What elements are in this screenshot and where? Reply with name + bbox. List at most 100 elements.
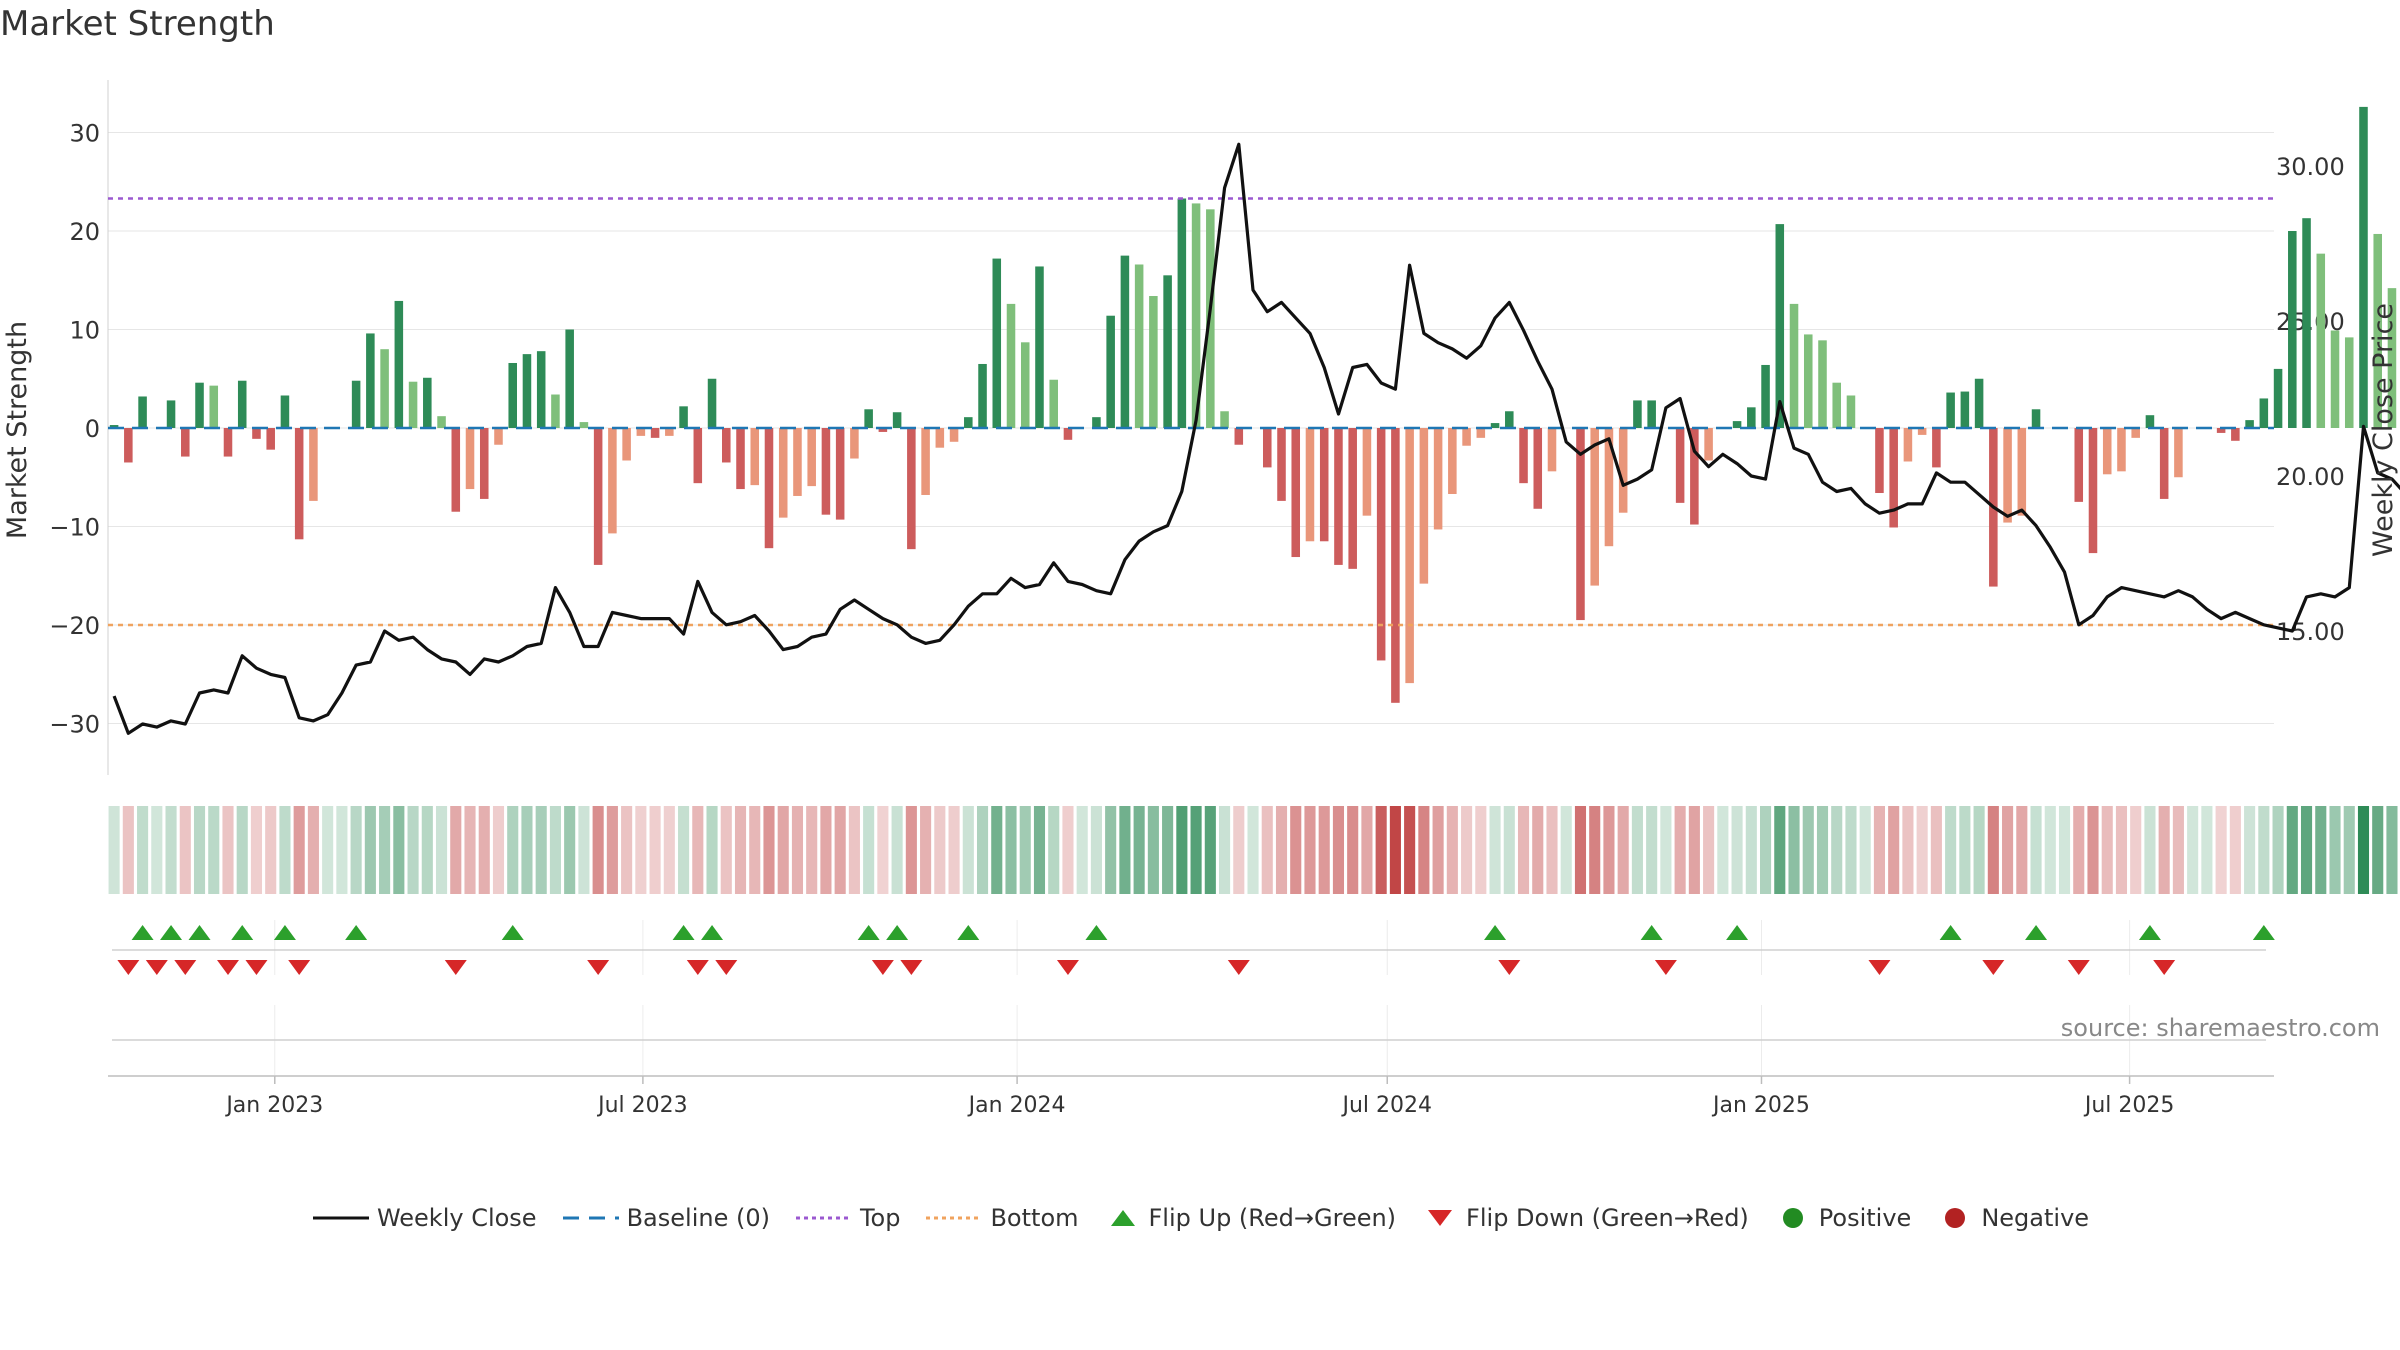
strength-bar	[722, 428, 731, 463]
flip-up-marker	[672, 925, 695, 940]
strength-bar	[508, 362, 517, 428]
strength-bar	[949, 428, 959, 442]
heat-cell	[1660, 806, 1672, 894]
strength-bar	[423, 377, 432, 428]
legend-flip-up-label: Flip Up (Red→Green)	[1148, 1204, 1397, 1232]
strength-bar	[437, 416, 446, 428]
heat-cell	[1304, 806, 1316, 894]
heat-cell	[1033, 806, 1046, 894]
strength-bar	[1875, 428, 1884, 494]
heat-cell	[920, 806, 932, 894]
y-axis-label: Market Strength	[2, 321, 33, 539]
strength-bar	[750, 428, 760, 486]
strength-bar	[2117, 428, 2126, 472]
strength-bar	[351, 380, 361, 428]
heat-cell	[2130, 806, 2142, 894]
y-tick-label: −20	[49, 612, 100, 640]
heat-cell	[1290, 806, 1302, 894]
heat-cell	[877, 806, 889, 894]
strength-bar	[252, 428, 261, 439]
strength-bar	[124, 428, 133, 463]
y-tick-label: 0	[85, 415, 100, 443]
x-tick-label: Jul 2023	[596, 1093, 688, 1118]
strength-bar	[1761, 364, 1770, 428]
heat-cell	[307, 806, 319, 894]
heat-cell	[976, 806, 989, 894]
x-tick-label: Jan 2024	[967, 1093, 1066, 1118]
heat-cell	[1133, 806, 1145, 894]
heat-cell	[692, 806, 704, 894]
flip-up-marker	[1085, 925, 1108, 940]
flip-up-marker	[1484, 925, 1507, 940]
strength-bar	[536, 351, 546, 428]
heat-cell	[1546, 806, 1558, 894]
strength-bar	[1803, 334, 1813, 428]
legend-weekly-close-label: Weekly Close	[376, 1204, 537, 1232]
x-tick-label: Jan 2025	[1711, 1093, 1810, 1118]
heat-cell	[1389, 806, 1401, 894]
strength-bar	[138, 396, 147, 428]
heat-cell	[2044, 806, 2056, 894]
source-note: source: sharemaestro.com	[2060, 1014, 2380, 1042]
flip-down-marker	[686, 960, 709, 975]
chart-title: Market Strength	[0, 4, 275, 44]
strength-bar	[1063, 428, 1073, 440]
legend-weekly-close-symbol	[312, 1216, 369, 1220]
strength-bar	[1576, 428, 1585, 621]
flip-down-marker	[1868, 960, 1891, 975]
strength-bar	[2344, 337, 2354, 428]
strength-bar	[693, 428, 703, 484]
heat-cell	[1204, 806, 1216, 894]
heat-cell	[1674, 806, 1686, 894]
strength-bar	[2102, 428, 2112, 475]
strength-bar	[1675, 428, 1685, 503]
strength-bar	[2259, 398, 2269, 428]
heat-cell	[2115, 806, 2128, 894]
legend-flip-down-label: Flip Down (Green→Red)	[1466, 1204, 1749, 1232]
heat-cell	[2272, 806, 2284, 894]
strength-bar	[1547, 428, 1557, 472]
strength-bar	[2373, 233, 2382, 428]
legend-weekly-close: Weekly Close	[311, 1204, 537, 1232]
strength-bar	[1690, 428, 1699, 525]
strength-bar	[821, 428, 831, 515]
strength-bar	[2288, 231, 2297, 428]
flip-up-marker	[857, 925, 880, 940]
strength-bar	[1618, 428, 1628, 513]
strength-bar	[366, 333, 375, 428]
heat-cell	[635, 806, 647, 894]
strength-bar	[1519, 428, 1528, 484]
heat-cell	[122, 806, 134, 894]
flip-down-marker	[1498, 960, 1521, 975]
strength-bar	[1590, 428, 1599, 586]
strength-bar	[1120, 255, 1130, 428]
strength-bar	[1106, 315, 1115, 428]
flip-down-marker	[245, 960, 268, 975]
flip-up-marker	[131, 925, 154, 940]
heat-cell	[791, 806, 804, 894]
strength-bar	[864, 409, 873, 428]
flip-up-marker	[2025, 925, 2048, 940]
flip-up-marker	[1726, 925, 1749, 940]
strength-bar	[1433, 428, 1443, 530]
heat-cell	[1802, 806, 1814, 894]
flip-up-marker	[345, 925, 368, 940]
y2-tick-label: 20.00	[2276, 463, 2345, 491]
strength-bar	[1903, 428, 1913, 462]
legend-bottom-label: Bottom	[990, 1204, 1079, 1232]
heat-cell	[478, 806, 490, 894]
heat-cell	[1845, 806, 1857, 894]
heat-cell	[492, 806, 505, 894]
strength-bar	[978, 363, 987, 428]
heat-cell	[2386, 806, 2398, 894]
heat-cell	[1432, 806, 1444, 894]
strength-bar	[1419, 428, 1429, 584]
flip-down-marker	[1982, 960, 2005, 975]
strength-bar	[1348, 428, 1357, 569]
strength-bar	[593, 428, 603, 565]
strength-bar	[2074, 428, 2084, 502]
strength-bar	[1704, 428, 1713, 461]
heat-cell	[222, 806, 234, 894]
strength-bar	[1191, 203, 1201, 428]
heat-cell	[1589, 806, 1601, 894]
